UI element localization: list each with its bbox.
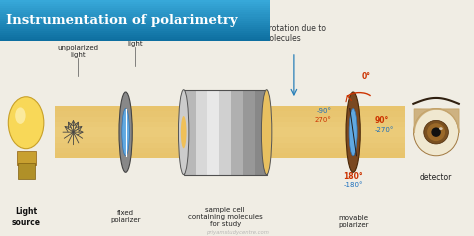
Text: movable
polarizer: movable polarizer [338,215,368,228]
FancyBboxPatch shape [55,122,405,127]
FancyBboxPatch shape [55,106,405,158]
Text: sample cell
containing molecules
for study: sample cell containing molecules for stu… [188,206,263,227]
FancyBboxPatch shape [0,35,270,37]
Ellipse shape [9,97,44,149]
Text: 90°: 90° [374,116,389,125]
FancyBboxPatch shape [18,163,35,179]
Ellipse shape [431,127,441,137]
FancyBboxPatch shape [255,90,266,175]
FancyBboxPatch shape [195,90,207,175]
FancyBboxPatch shape [55,117,405,122]
FancyBboxPatch shape [0,17,270,19]
FancyBboxPatch shape [219,90,231,175]
Ellipse shape [178,90,189,175]
FancyBboxPatch shape [0,33,270,35]
FancyBboxPatch shape [243,90,255,175]
FancyBboxPatch shape [55,143,405,148]
FancyBboxPatch shape [55,127,405,132]
Text: 270°: 270° [315,117,332,123]
FancyBboxPatch shape [0,27,270,29]
Text: priyamstudycentre.com: priyamstudycentre.com [206,230,268,235]
FancyBboxPatch shape [0,25,270,27]
FancyBboxPatch shape [207,90,219,175]
FancyBboxPatch shape [183,90,195,175]
Text: Light
source: Light source [11,207,41,227]
Ellipse shape [15,107,26,124]
Text: 0°: 0° [361,72,370,81]
Ellipse shape [427,123,445,141]
FancyBboxPatch shape [0,37,270,39]
FancyBboxPatch shape [17,151,36,165]
FancyBboxPatch shape [0,21,270,23]
Text: Optical rotation due to
molecules: Optical rotation due to molecules [238,24,326,43]
FancyBboxPatch shape [0,8,270,10]
Text: Linearly
polarized
light: Linearly polarized light [119,27,151,47]
FancyBboxPatch shape [0,12,270,14]
Ellipse shape [349,109,357,156]
FancyBboxPatch shape [0,29,270,31]
FancyBboxPatch shape [0,39,270,41]
Text: detector: detector [420,173,452,182]
FancyBboxPatch shape [0,23,270,25]
FancyBboxPatch shape [55,132,405,137]
Ellipse shape [413,109,459,156]
Text: 180°: 180° [343,172,363,181]
Text: Instrumentation of polarimetry: Instrumentation of polarimetry [6,14,237,27]
Ellipse shape [424,120,448,144]
FancyBboxPatch shape [231,90,243,175]
FancyBboxPatch shape [0,2,270,4]
Text: unpolarized
light: unpolarized light [58,45,99,58]
FancyBboxPatch shape [0,31,270,33]
Ellipse shape [119,92,132,172]
Ellipse shape [439,127,443,130]
Text: -180°: -180° [343,182,363,188]
Ellipse shape [346,92,360,172]
Ellipse shape [262,90,272,175]
FancyBboxPatch shape [0,0,270,2]
Ellipse shape [122,109,129,156]
FancyBboxPatch shape [0,4,270,6]
FancyBboxPatch shape [0,10,270,13]
Text: -270°: -270° [374,127,394,133]
Text: -90°: -90° [317,108,332,114]
FancyBboxPatch shape [0,19,270,21]
FancyBboxPatch shape [0,6,270,8]
FancyBboxPatch shape [55,137,405,143]
FancyBboxPatch shape [0,14,270,17]
Ellipse shape [181,116,186,148]
Text: fixed
polarizer: fixed polarizer [110,210,141,223]
